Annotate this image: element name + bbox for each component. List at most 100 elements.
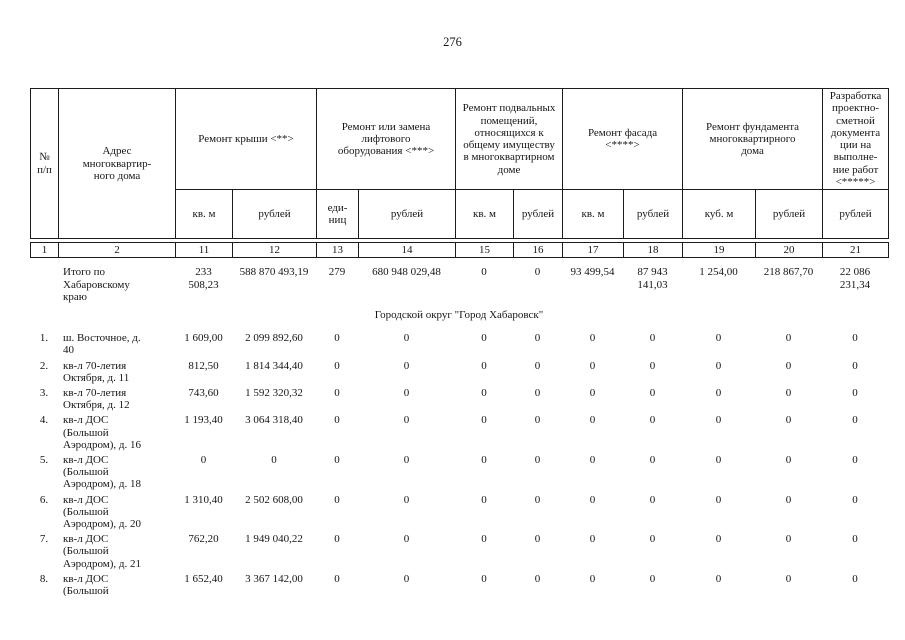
value-cell: 0 [785,493,792,506]
value-cell: 1 609,00 [184,332,223,345]
column-number-cell: 2 [58,242,176,259]
header-group-elevator-repair: Ремонт или замена лифтового оборудования… [316,87,457,191]
value-cell: 0 [852,572,858,585]
value-cell: 0 [534,454,541,467]
value-cell: 0 [403,493,410,506]
header-group-roof-repair: Ремонт крыши <**> [174,87,318,191]
value-cell: 0 [403,332,410,345]
address-cell: кв-л ДОС (Большой Аэродром), д. 16 [63,414,141,451]
table-row: 2. кв-л 70-летия Октября, д. 11 812,50 1 81… [30,360,888,387]
value-cell: 0 [481,387,487,399]
value-cell: 0 [534,359,541,372]
table-row: 5. кв-л ДОС (Большой Аэродром), д. 18 0 0 0 0… [30,454,888,494]
value-cell: 1 193,40 [184,414,223,427]
value-cell: 0 [649,493,656,506]
value-cell: 0 [649,533,656,546]
value-cell: 0 [715,533,722,546]
value-cell: 0 [785,454,792,467]
value-cell: 0 [534,493,541,506]
column-number-cell: 16 [513,242,563,259]
value-cell: 0 [334,572,340,585]
header-group-row: № п/п Адрес многоквартир- ного дома Ремо… [30,87,890,240]
header-unit-cell: рублей [623,189,684,240]
value-cell: 0 [403,414,410,427]
address-cell: кв-л 70-летия Октября, д. 12 [63,387,130,412]
header-cell-num: № п/п [30,87,59,240]
value-cell: 0 [534,533,541,546]
value-cell: 812,50 [188,359,219,372]
header-unit-cell: куб. м [682,189,757,240]
value-cell: 0 [715,493,722,506]
value-cell: 0 [534,332,541,345]
value-cell: 1 652,40 [184,572,223,585]
value-cell: 0 [481,266,487,279]
value-cell: 0 [403,533,410,546]
value-cell: 743,60 [188,387,219,399]
value-cell: 0 [715,387,722,399]
value-cell: 0 [785,572,792,585]
value-cell: 93 499,54 [570,266,615,279]
value-cell: 0 [334,533,340,546]
section-header: Городской округ "Город Хабаровск" [374,308,544,321]
value-cell: 0 [334,493,340,506]
header-unit-cell: рублей [231,189,318,240]
column-number-cell: 15 [455,242,514,259]
value-cell: 762,20 [188,533,219,546]
value-cell: 0 [852,359,858,372]
header-unit-cell: кв. м [175,189,233,240]
value-cell: 0 [649,359,656,372]
table-body: Итого по Хабаровскому краю 233 508,23 588 … [30,260,888,600]
value-cell: 0 [334,332,340,345]
header-unit-cell: рублей [755,189,824,240]
value-cell: 0 [589,359,596,372]
value-cell: 0 [403,359,410,372]
address-cell: кв-л 70-летия Октября, д. 11 [63,359,130,384]
value-cell: 0 [785,387,792,399]
column-number-cell: 17 [562,242,624,259]
value-cell: 0 [852,454,858,467]
value-cell: 0 [589,533,596,546]
value-cell: 0 [534,266,541,279]
value-cell: 0 [589,414,596,427]
address-cell: Итого по Хабаровскому краю [63,266,130,303]
value-cell: 0 [785,533,792,546]
value-cell: 0 [481,414,487,427]
row-number-cell: 7. [39,533,49,546]
column-numbers: 1 2 11 12 13 14 15 16 17 18 19 20 21 [30,242,889,259]
value-cell: 1 949 040,22 [245,533,303,546]
value-cell: 0 [852,533,858,546]
table-row: 4. кв-л ДОС (Большой Аэродром), д. 16 1 19… [30,414,888,454]
value-cell: 0 [481,572,487,585]
value-cell: 0 [334,454,340,467]
value-cell: 0 [649,454,656,467]
repairs-table: № п/п Адрес многоквартир- ного дома Ремо… [30,87,890,600]
value-cell: 0 [589,493,596,506]
value-cell: 0 [481,359,487,372]
page-number: 276 [443,35,462,49]
value-cell: 2 502 608,00 [245,493,303,506]
header-unit-cell: еди- ниц [316,189,360,240]
header-units-row: кв. м рублей еди- ниц рублей кв. м рубле… [31,189,890,240]
value-cell: 0 [715,332,722,345]
value-cell: 0 [534,387,541,399]
section-header-row: Городской округ "Город Хабаровск" [30,306,888,332]
value-cell: 1 254,00 [699,266,738,279]
value-cell: 0 [403,572,410,585]
value-cell: 0 [852,332,858,345]
value-cell: 1 310,40 [184,493,223,506]
row-number-cell: 2. [39,359,49,372]
address-cell: кв-л ДОС (Большой [63,572,109,598]
value-cell: 0 [200,454,207,467]
address-cell: ш. Восточное, д. 40 [63,332,141,357]
address-cell: кв-л ДОС (Большой Аэродром), д. 20 [63,493,141,531]
value-cell: 0 [481,493,487,506]
value-cell: 0 [481,332,487,345]
header-unit-cell: рублей [358,189,457,240]
value-cell: 0 [589,572,596,585]
value-cell: 279 [328,266,346,279]
row-number-cell: 1. [39,332,49,345]
value-cell: 0 [649,572,656,585]
table-row: 6. кв-л ДОС (Большой Аэродром), д. 20 1 31… [30,494,888,534]
value-cell: 0 [334,387,340,399]
